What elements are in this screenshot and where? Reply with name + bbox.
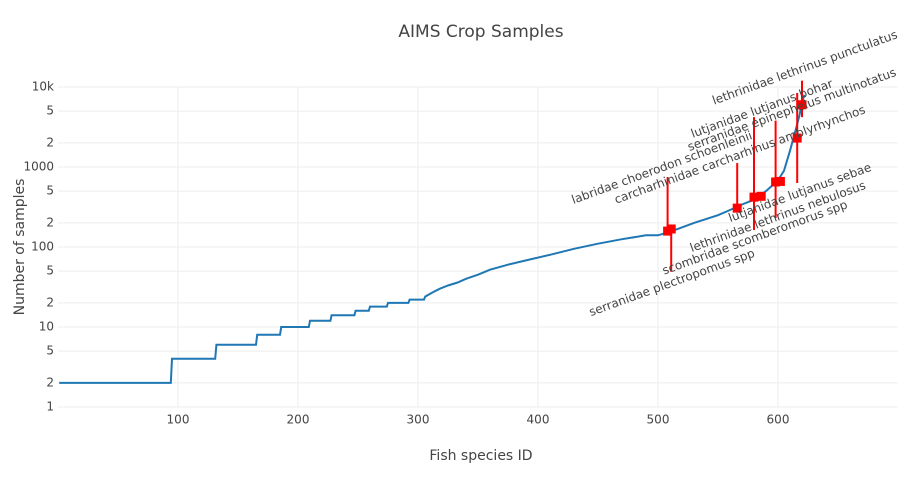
y-tick-label: 5 [46,264,54,278]
marker [666,224,676,234]
x-tick-label: 300 [407,413,430,427]
marker [792,133,802,143]
y-tick-label: 10k [32,80,54,94]
y-axis-title: Number of samples [12,179,28,316]
y-tick-label: 1000 [23,160,54,174]
y-tick-label: 10 [39,320,54,334]
marker [771,177,781,187]
y-tick-label: 5 [46,184,54,198]
y-tick-label: 5 [46,104,54,118]
x-tick-label: 200 [287,413,310,427]
x-tick-label: 500 [647,413,670,427]
y-tick-label: 2 [46,135,54,149]
marker [797,100,807,110]
marker [732,203,742,213]
y-tick-label: 2 [46,375,54,389]
y-tick-label: 100 [31,240,54,254]
marker [775,176,785,186]
x-tick-label: 100 [167,413,190,427]
data-line [59,94,806,384]
y-tick-label: 5 [46,344,54,358]
marker [749,192,759,202]
x-tick-label: 600 [767,413,790,427]
y-tick-label: 2 [46,295,54,309]
x-axis-title: Fish species ID [429,448,532,464]
chart-title: AIMS Crop Samples [398,22,563,42]
y-tick-label: 2 [46,215,54,229]
marker [756,191,766,201]
x-tick-label: 400 [527,413,550,427]
y-tick-label: 1 [46,400,54,414]
